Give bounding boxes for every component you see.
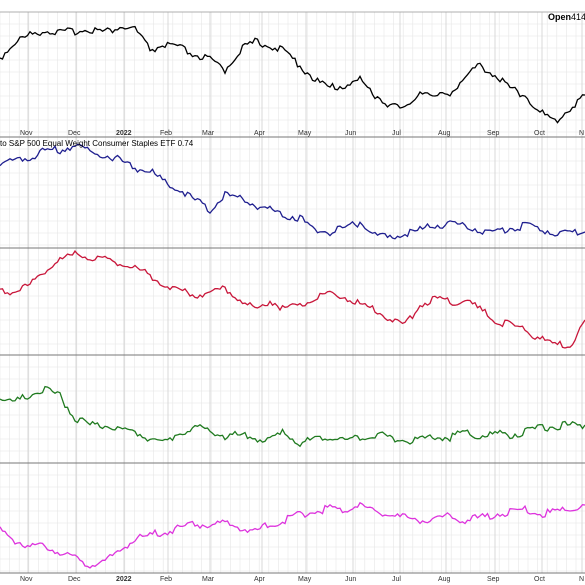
panel-borders xyxy=(0,11,585,574)
x-tick-label: May xyxy=(298,130,312,137)
x-tick-label: Sep xyxy=(487,576,500,583)
x-tick-label: 2022 xyxy=(116,576,132,583)
x-tick-label: May xyxy=(298,576,312,583)
x-tick-label: Feb xyxy=(160,130,172,137)
open-value: 414 xyxy=(571,12,585,22)
chart-labels: Open 414 to S&P 500 Equal Weight Consume… xyxy=(0,12,585,148)
x-tick-label: Mar xyxy=(202,576,215,583)
x-tick-label: Mar xyxy=(202,130,215,137)
series-line-2 xyxy=(0,143,585,240)
x-tick-label: Dec xyxy=(68,130,81,137)
x-tick-label: N xyxy=(579,130,584,137)
series-line-4 xyxy=(0,385,585,448)
series-lines xyxy=(0,25,585,569)
x-tick-label: 2022 xyxy=(116,130,132,137)
x-tick-label: Jun xyxy=(345,130,356,137)
x-tick-label: Sep xyxy=(487,130,500,137)
x-axis-bottom: Nov Dec 2022 Feb Mar Apr May Jun Jul Aug Sep Oct N xyxy=(20,576,584,583)
x-tick-label: Oct xyxy=(534,576,545,583)
x-tick-label: Dec xyxy=(68,576,81,583)
x-tick-label: N xyxy=(579,576,584,583)
x-tick-label: Feb xyxy=(160,576,172,583)
x-tick-label: Apr xyxy=(254,576,266,583)
x-tick-label: Apr xyxy=(254,130,266,137)
x-tick-label: Aug xyxy=(438,130,451,137)
x-tick-label: Jul xyxy=(392,576,401,583)
x-tick-label: Jul xyxy=(392,130,401,137)
x-tick-label: Oct xyxy=(534,130,545,137)
x-tick-label: Aug xyxy=(438,576,451,583)
open-label: Open xyxy=(548,12,571,22)
panel-label-2: to S&P 500 Equal Weight Consumer Staples… xyxy=(0,139,194,148)
series-line-3 xyxy=(0,250,585,349)
x-tick-label: Nov xyxy=(20,576,33,583)
series-line-1 xyxy=(0,25,585,124)
x-axis-top: Nov Dec 2022 Feb Mar Apr May Jun Jul Aug Sep Oct N xyxy=(20,130,584,137)
series-line-5 xyxy=(0,501,585,569)
x-tick-label: Nov xyxy=(20,130,33,137)
x-tick-label: Jun xyxy=(345,576,356,583)
